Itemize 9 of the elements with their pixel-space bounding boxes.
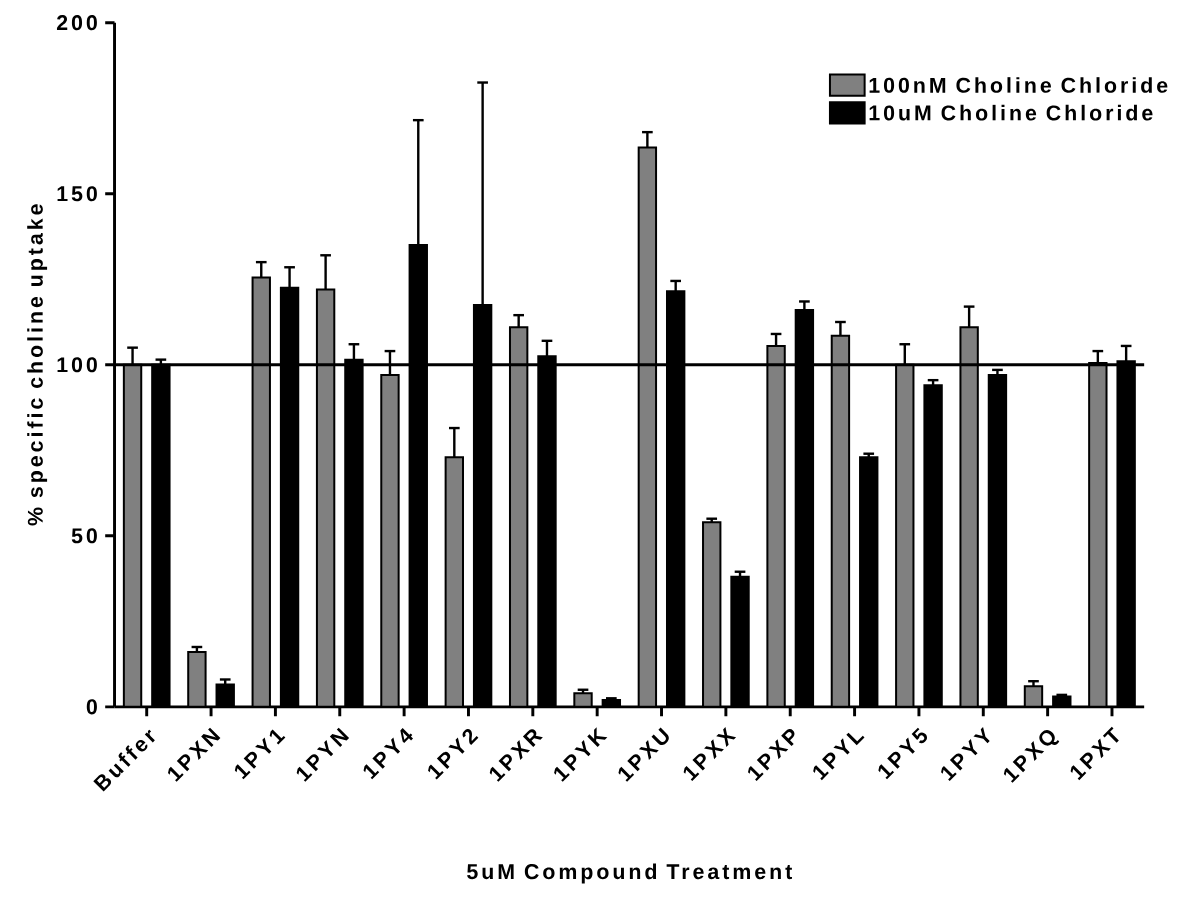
y-tick-label: 200: [56, 15, 97, 31]
x-axis-title: 5uM Compound Treatment: [467, 863, 793, 884]
y-tick-label: 50: [71, 528, 97, 544]
y-axis-title: % specific choline uptake: [27, 204, 48, 526]
y-tick-label: 0: [86, 699, 97, 715]
y-tick-label: 100: [57, 357, 97, 373]
legend-label: 100nM Choline Chloride: [869, 77, 1168, 94]
y-tick-label: 150: [57, 186, 97, 202]
legend-label: 10uM Choline Chloride: [869, 105, 1153, 121]
